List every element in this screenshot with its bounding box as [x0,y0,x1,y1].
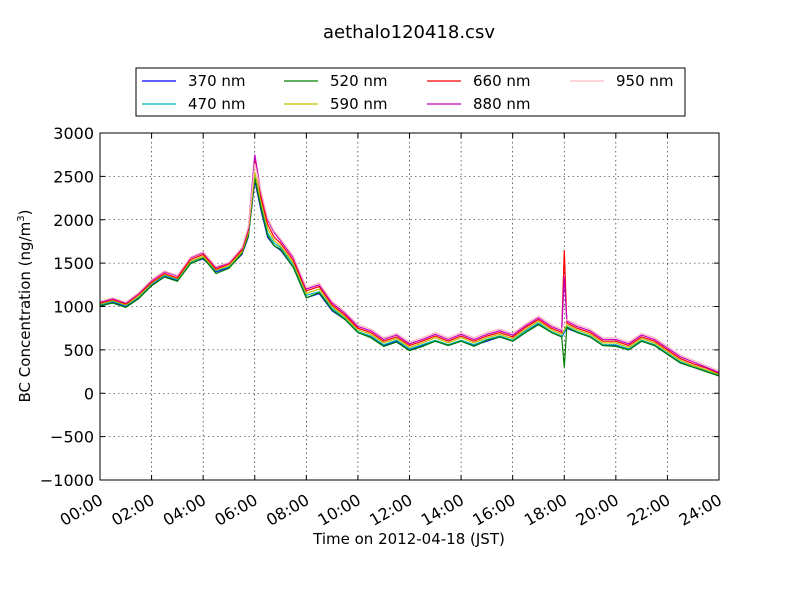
y-tick-label: 500 [63,341,94,360]
y-tick-label: 3000 [53,124,94,143]
legend-label-590-nm: 590 nm [330,95,388,113]
y-tick-label: 0 [84,384,94,403]
x-tick-label: 04:00 [160,490,209,530]
legend-label-470-nm: 470 nm [188,95,246,113]
legend-box [135,67,686,117]
legend-label-370-nm: 370 nm [188,72,246,90]
x-tick-label: 20:00 [572,490,621,530]
x-axis-label: Time on 2012-04-18 (JST) [312,530,505,548]
grid-layer [100,133,719,480]
y-tick-label: −500 [50,428,94,447]
series-line-590-nm [99,171,720,375]
legend: 370 nm 470 nm 520 nm 590 nm 660 nm 880 nm 950 … [135,67,686,117]
x-tick-label: 10:00 [315,490,364,530]
x-tick-label: 12:00 [366,490,415,530]
x-tick-label: 00:00 [57,490,106,530]
plot-frame [99,132,720,481]
x-tick-label: 02:00 [108,490,157,530]
x-tick-label: 24:00 [676,490,725,530]
series-layer [99,154,720,377]
x-tick-label: 08:00 [263,490,312,530]
y-tick-label: 1500 [53,254,94,273]
x-tick-label: 18:00 [521,490,570,530]
y-tick-label: −1000 [40,471,94,490]
y-axis-label-close: ) [16,210,34,216]
y-tick-label: 2500 [53,167,94,186]
x-tick-label: 06:00 [211,490,260,530]
y-axis-label: BC Concentration (ng/m3) [16,210,34,403]
x-tick-label: 22:00 [624,490,673,530]
y-axis-label-sup: 3 [16,215,27,221]
series-line-660-nm [99,158,720,374]
y-axis-label-main: BC Concentration (ng/m [16,222,34,403]
series-line-520-nm [99,177,720,377]
series-line-950-nm [99,163,720,372]
legend-label-950-nm: 950 nm [616,72,674,90]
y-tick-label: 1000 [53,298,94,317]
y-tick-label: 2000 [53,211,94,230]
legend-label-880-nm: 880 nm [473,95,531,113]
legend-label-520-nm: 520 nm [330,72,388,90]
x-tick-label: 16:00 [469,490,518,530]
tick-layer: 00:00 02:00 04:00 06:00 08:00 10:00 12:00 14:00… [40,124,725,530]
chart-title: aethalo120418.csv [323,22,495,43]
x-tick-label: 14:00 [418,490,467,530]
legend-label-660-nm: 660 nm [473,72,531,90]
series-line-470-nm [99,176,720,376]
